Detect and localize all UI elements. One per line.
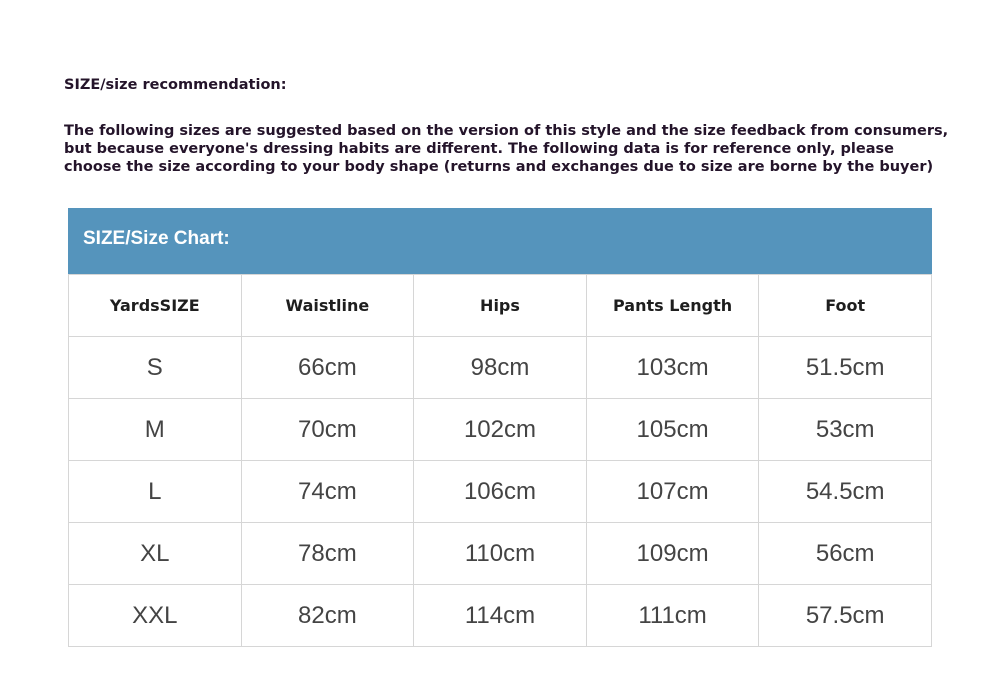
table-row: L 74cm 106cm 107cm 54.5cm xyxy=(68,460,932,523)
table-cell: 106cm xyxy=(413,460,587,523)
table-cell: XXL xyxy=(68,584,242,647)
table-cell: XL xyxy=(68,522,242,585)
column-header: Foot xyxy=(758,274,932,337)
table-cell: 53cm xyxy=(758,398,932,461)
table-cell: 56cm xyxy=(758,522,932,585)
size-table: YardsSIZE Waistline Hips Pants Length Foot S… xyxy=(68,274,932,647)
column-header: Hips xyxy=(413,274,587,337)
paragraph-line: The following sizes are suggested based … xyxy=(64,123,949,139)
table-cell: 110cm xyxy=(413,522,587,585)
size-chart-title: SIZE/Size Chart: xyxy=(83,228,230,249)
column-header: Waistline xyxy=(240,274,415,337)
table-cell: 109cm xyxy=(585,522,760,585)
header-row: YardsSIZE Waistline Hips Pants Length Foot xyxy=(68,274,932,337)
table-cell: S xyxy=(68,336,242,399)
table-cell: 82cm xyxy=(240,584,415,647)
table-row: XXL 82cm 114cm 111cm 57.5cm xyxy=(68,584,932,647)
table-row: S 66cm 98cm 103cm 51.5cm xyxy=(68,336,932,399)
table-cell: 111cm xyxy=(585,584,760,647)
paragraph-line: but because everyone's dressing habits a… xyxy=(64,141,894,157)
table-cell: 105cm xyxy=(585,398,760,461)
table-cell: 103cm xyxy=(585,336,760,399)
table-cell: 78cm xyxy=(240,522,415,585)
table-cell: 66cm xyxy=(240,336,415,399)
paragraph-line: choose the size according to your body s… xyxy=(64,159,934,175)
table-cell: 57.5cm xyxy=(758,584,932,647)
table-cell: 74cm xyxy=(240,460,415,523)
table-row: XL 78cm 110cm 109cm 56cm xyxy=(68,522,932,585)
table-cell: 107cm xyxy=(585,460,760,523)
table-cell: 54.5cm xyxy=(758,460,932,523)
size-chart-banner: SIZE/Size Chart: xyxy=(68,208,932,274)
table-cell: 51.5cm xyxy=(758,336,932,399)
table-cell: M xyxy=(68,398,242,461)
table-cell: 102cm xyxy=(413,398,587,461)
table-cell: 70cm xyxy=(240,398,415,461)
table-cell: L xyxy=(68,460,242,523)
column-header: Pants Length xyxy=(585,274,760,337)
recommendation-text: The following sizes are suggested based … xyxy=(64,122,964,176)
table-cell: 98cm xyxy=(413,336,587,399)
column-header: YardsSIZE xyxy=(68,274,242,337)
table-cell: 114cm xyxy=(413,584,587,647)
table-row: M 70cm 102cm 105cm 53cm xyxy=(68,398,932,461)
page-title: SIZE/size recommendation: xyxy=(64,77,287,93)
